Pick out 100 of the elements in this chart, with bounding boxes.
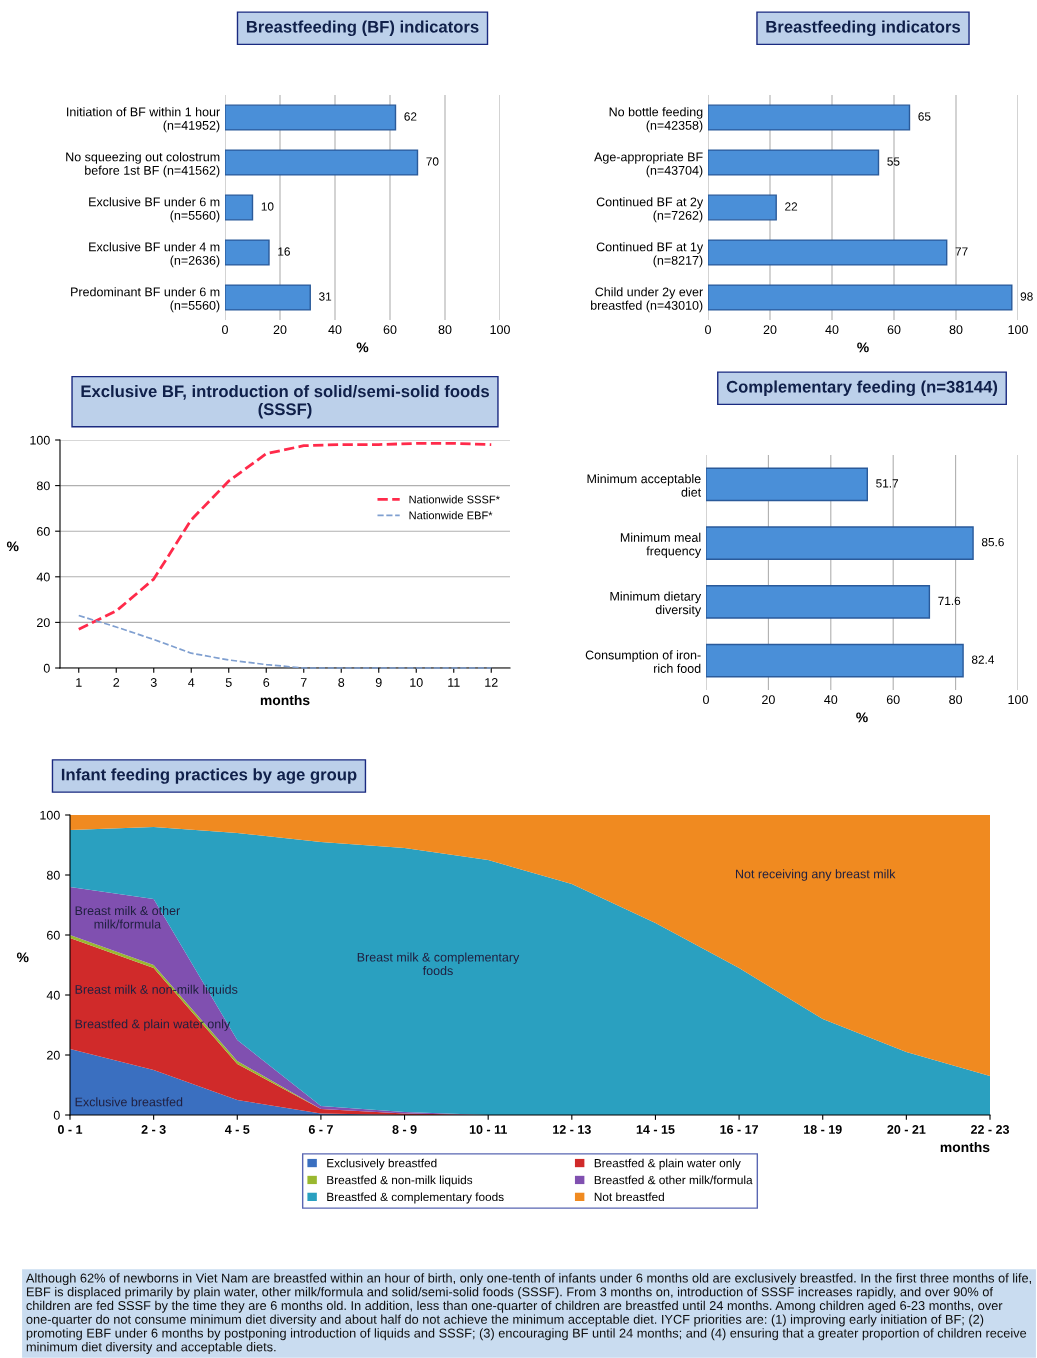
bar — [225, 194, 254, 221]
x-tick-label: 10 - 11 — [469, 1125, 507, 1134]
x-tick-label: 20 — [273, 325, 287, 335]
data-label: 16 — [278, 247, 290, 256]
x-tick-label: 100 — [1008, 695, 1028, 705]
data-label: 82.4 — [971, 655, 995, 664]
y-tick-label: Minimum dietary diversity — [610, 591, 702, 617]
x-tick-label: 5 — [225, 678, 232, 687]
chart-title: Infant feeding practices by age group — [61, 768, 357, 784]
legend-label: Not breastfed — [594, 1192, 664, 1202]
x-tick-label: 8 — [338, 678, 345, 687]
y-tick-label: Continued BF at 2y (n=7262) — [596, 197, 704, 223]
x-axis-title: % — [356, 342, 369, 353]
y-tick-label: 100 — [40, 810, 60, 820]
data-label: 10 — [261, 202, 274, 211]
x-tick-label: 9 — [375, 678, 382, 687]
x-axis-title: months — [260, 694, 310, 706]
y-tick-label: 60 — [47, 930, 60, 940]
annotation: Breast milk & complementary foods — [357, 952, 520, 976]
x-tick-label: 1 — [76, 678, 82, 687]
x-tick-label: 10 — [410, 678, 423, 687]
x-tick-label: 6 - 7 — [308, 1125, 333, 1134]
data-label: 22 — [785, 202, 798, 211]
bar — [225, 149, 419, 176]
chart-title: Breastfeeding indicators — [766, 20, 961, 37]
x-tick-label: 22 - 23 — [970, 1125, 1010, 1134]
y-tick-label: 20 — [37, 618, 50, 628]
data-label: 70 — [426, 157, 439, 166]
y-tick-label: Predominant BF under 6 m (n=5560) — [71, 287, 220, 313]
y-tick-label: 20 — [47, 1050, 60, 1060]
legend-label: Breastfed & other milk/formula — [594, 1175, 753, 1185]
x-tick-label: 11 — [448, 678, 460, 687]
bar — [708, 149, 880, 176]
chart-title: Complementary feeding (n=38144) — [726, 380, 998, 397]
x-tick-label: 0 - 1 — [57, 1125, 83, 1134]
y-tick-label: Continued BF at 1y (n=8217) — [596, 242, 704, 268]
x-tick-label: 40 — [825, 325, 839, 335]
bar — [225, 284, 311, 311]
x-tick-label: 60 — [887, 325, 901, 335]
x-tick-label: 60 — [383, 325, 397, 335]
x-tick-label: 16 - 17 — [720, 1125, 758, 1134]
y-tick-label: 40 — [36, 572, 50, 582]
x-tick-label: 18 - 19 — [804, 1125, 842, 1134]
y-tick-label: 100 — [30, 435, 50, 445]
data-label: 62 — [404, 112, 417, 121]
x-axis-title: % — [857, 342, 869, 353]
x-tick-label: 20 — [762, 695, 775, 705]
bar — [708, 239, 948, 266]
x-tick-label: 12 - 13 — [553, 1125, 591, 1134]
y-tick-label: 60 — [37, 527, 50, 536]
text: Although 62% of newborns in Viet Nam are breastfed within an hour of birth, only one-tenth of infants under 6 months old are exclusively breastfed. In the first three months of life, EBF is displaced primarily by plain water, other milk/formula and solid/semi-solid foods (SSSF). From 3 months on, introduction of SSSF increases rapidly, and over 90% of children are fed SSSF by the time they are 6 months old. In addition, less than one-quarter of children are breastfed until 24 months. Among children aged 6-23 months, over one-quarter do not consume minimum diet diversity and about half do not achieve the minimum acceptable diet. IYCF priorities are: (1) improving early initiation of BF; (2) promoting EBF under 6 months by postponing introduction of liquids and SSSF; (3) encouraging BF until 24 months; and (4) ensuring that a greater proportion of children receive minimum diet diversity and acceptable diets. — [25, 1273, 1032, 1354]
x-tick-label: 4 — [188, 678, 195, 687]
bar — [708, 194, 777, 221]
y-tick-label: Exclusive BF under 4 m (n=2636) — [89, 242, 220, 268]
x-tick-label: 80 — [949, 325, 963, 335]
y-tick-label: No squeezing out colostrum before 1st BF (n=41562) — [66, 152, 220, 178]
bar — [225, 104, 397, 131]
data-label: 55 — [887, 157, 900, 166]
legend-label: Nationwide EBF* — [409, 511, 493, 520]
x-tick-label: 20 — [763, 325, 777, 335]
bar — [706, 526, 974, 560]
x-tick-label: 40 — [824, 695, 838, 705]
chart-title: Breastfeeding (BF) indicators — [246, 20, 479, 37]
y-tick-label: 80 — [36, 481, 50, 491]
y-axis-title: % — [6, 541, 19, 552]
x-tick-label: 0 — [705, 325, 711, 335]
x-tick-label: 3 — [150, 678, 157, 687]
y-tick-label: Child under 2y ever breastfed (n=43010) — [591, 287, 703, 313]
legend-label: Breastfed & non-milk liquids — [327, 1175, 473, 1187]
x-tick-label: 100 — [1008, 325, 1028, 335]
x-tick-label: 60 — [886, 695, 900, 705]
annotation: Not receiving any breast milk — [735, 869, 896, 881]
x-tick-label: 80 — [949, 695, 963, 705]
y-tick-label: No bottle feeding (n=42358) — [609, 107, 703, 133]
x-tick-label: 2 — [113, 678, 120, 687]
y-tick-label: 0 — [43, 663, 50, 673]
x-tick-label: 80 — [438, 325, 452, 335]
annotation: Exclusive breastfed — [75, 1097, 183, 1107]
data-label: 77 — [955, 247, 968, 256]
x-tick-label: 14 - 15 — [636, 1125, 675, 1134]
line-series — [77, 614, 493, 669]
y-tick-label: Minimum meal frequency — [620, 532, 702, 558]
bar — [708, 104, 911, 131]
data-label: 98 — [1020, 292, 1033, 301]
annotation: Breastfed & plain water only — [75, 1019, 231, 1031]
chart-title: Exclusive BF, introduction of solid/semi-solid foods (SSSF) — [81, 384, 489, 419]
x-tick-label: 20 - 21 — [887, 1125, 926, 1134]
y-tick-label: 80 — [46, 870, 60, 880]
data-label: 31 — [319, 292, 332, 301]
x-tick-label: 4 - 5 — [224, 1125, 250, 1134]
y-tick-label: 0 — [53, 1110, 60, 1120]
legend-label: Exclusively breastfed — [327, 1158, 437, 1170]
data-label: 71.6 — [938, 596, 961, 606]
data-label: 65 — [918, 112, 931, 121]
y-tick-label: 40 — [46, 990, 60, 1000]
y-tick-label: Minimum acceptable diet — [587, 474, 702, 497]
y-axis-title: % — [16, 952, 29, 963]
x-tick-label: 12 — [485, 678, 498, 687]
legend-label: Breastfed & complementary foods — [327, 1192, 504, 1204]
bar — [225, 239, 270, 266]
